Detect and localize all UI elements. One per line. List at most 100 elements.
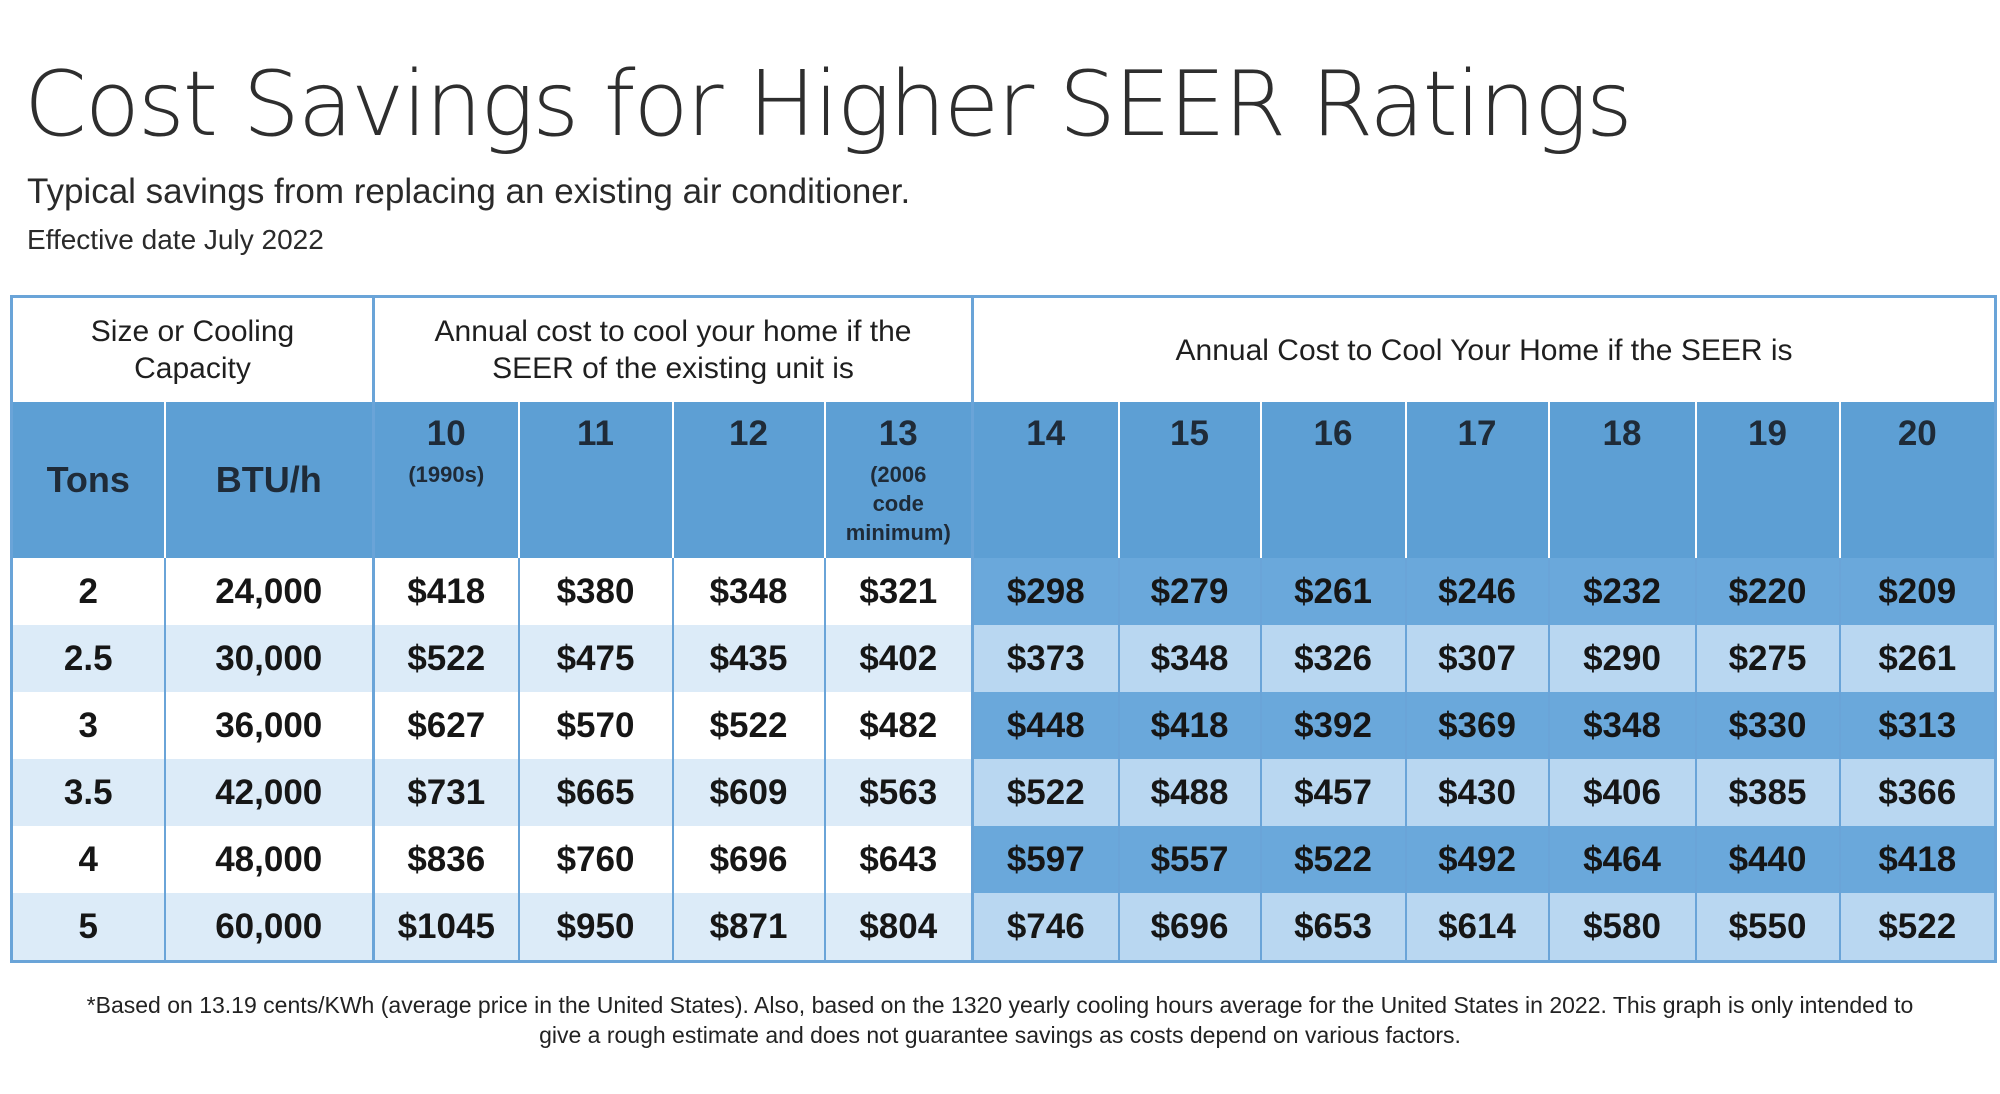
- seer-header-9: 19: [1694, 402, 1840, 558]
- seer-value: 15: [1170, 414, 1209, 453]
- cost-cell: $836: [372, 826, 519, 893]
- cost-cell: $279: [1117, 558, 1261, 625]
- cost-cell: $760: [517, 826, 673, 893]
- seer-note: (1990s): [408, 462, 485, 487]
- cost-cell: $232: [1547, 558, 1696, 625]
- btu-cell: 42,000: [163, 759, 374, 826]
- new-group-header: Annual Cost to Cool Your Home if the SEE…: [970, 296, 1996, 402]
- cost-cell: $275: [1694, 625, 1840, 692]
- seer-header-content: 13 (2006 code minimum): [826, 414, 972, 547]
- btu-header: BTU/h: [163, 402, 374, 558]
- btu-cell: 48,000: [163, 826, 374, 893]
- cost-cell: $653: [1259, 893, 1406, 962]
- cost-cell: $580: [1547, 893, 1696, 962]
- effective-date: Effective date July 2022: [27, 224, 324, 255]
- cost-cell: $696: [1117, 893, 1261, 962]
- seer-header-6: 16: [1259, 402, 1406, 558]
- cost-cell: $406: [1547, 759, 1696, 826]
- cost-cell: $522: [372, 625, 519, 692]
- cost-cell: $209: [1838, 558, 1996, 625]
- cost-cell: $643: [823, 826, 973, 893]
- seer-header-10: 20: [1838, 402, 1996, 558]
- cost-cell: $731: [372, 759, 519, 826]
- seer-value: 16: [1313, 414, 1353, 453]
- btu-cell: 30,000: [163, 625, 374, 692]
- seer-header-1: 11: [517, 402, 673, 558]
- seer-header-content: 20: [1841, 414, 1995, 460]
- cost-cell: $321: [823, 558, 973, 625]
- cost-cell: $348: [1117, 625, 1261, 692]
- cost-cell: $563: [823, 759, 973, 826]
- seer-value: 17: [1457, 414, 1497, 453]
- cost-cell: $448: [971, 692, 1119, 759]
- tons-cell: 4: [11, 826, 165, 893]
- cost-cell: $522: [1259, 826, 1406, 893]
- seer-value: 10: [426, 414, 466, 453]
- seer-header-content: 18: [1550, 414, 1695, 460]
- cost-cell: $246: [1404, 558, 1549, 625]
- cost-cell: $871: [671, 893, 825, 962]
- existing-group-label: Annual cost to cool your home if the SEE…: [434, 315, 912, 385]
- existing-group-header: Annual cost to cool your home if the SEE…: [372, 296, 973, 402]
- seer-header-3: 13 (2006 code minimum): [823, 402, 973, 558]
- seer-value: 11: [577, 414, 614, 453]
- size-group-label: Size or Cooling Capacity: [90, 315, 295, 385]
- page-subtitle: Typical savings from replacing an existi…: [27, 172, 911, 211]
- seer-note: (2006 code minimum): [845, 462, 951, 545]
- cost-cell: $492: [1404, 826, 1549, 893]
- seer-header-8: 18: [1547, 402, 1696, 558]
- table-row: 4 48,000 $836 $760 $696 $643 $597 $557 $522 $492 $…: [11, 826, 1996, 893]
- cost-cell: $313: [1838, 692, 1996, 759]
- cost-cell: $326: [1259, 625, 1406, 692]
- cost-cell: $614: [1404, 893, 1549, 962]
- footnote: *Based on 13.19 cents/KWh (average price…: [0, 990, 2000, 1050]
- cost-cell: $418: [372, 558, 519, 625]
- cost-cell: $402: [823, 625, 973, 692]
- table-row: 3 36,000 $627 $570 $522 $482 $448 $418 $392 $369 $…: [11, 692, 1996, 759]
- seer-header-content: 17: [1407, 414, 1548, 460]
- cost-cell: $380: [517, 558, 673, 625]
- seer-value: 12: [729, 414, 768, 453]
- btu-cell: 24,000: [163, 558, 374, 625]
- tons-header: Tons: [11, 402, 165, 558]
- footnote-line-2: give a rough estimate and does not guara…: [539, 1022, 1461, 1048]
- cost-cell: $522: [671, 692, 825, 759]
- table-row: 3.5 42,000 $731 $665 $609 $563 $522 $488 $457 $43…: [11, 759, 1996, 826]
- cost-cell: $430: [1404, 759, 1549, 826]
- cost-cell: $348: [671, 558, 825, 625]
- table-row: 2 24,000 $418 $380 $348 $321 $298 $279 $261 $246 $…: [11, 558, 1996, 625]
- tons-cell: 3: [11, 692, 165, 759]
- cost-cell: $440: [1694, 826, 1840, 893]
- cost-cell: $746: [971, 893, 1119, 962]
- size-group-header: Size or Cooling Capacity: [11, 296, 374, 402]
- cost-cell: $1045: [372, 893, 519, 962]
- cost-cell: $435: [671, 625, 825, 692]
- column-header-row: Tons BTU/h 10 (1990s) 11 12 13 (2006 code min…: [11, 402, 1996, 558]
- new-group-label: Annual Cost to Cool Your Home if the SEE…: [1175, 333, 1793, 367]
- seer-header-5: 15: [1117, 402, 1261, 558]
- tons-cell: 3.5: [11, 759, 165, 826]
- page-title: Cost Savings for Higher SEER Ratings: [24, 52, 1633, 157]
- table-row: 2.5 30,000 $522 $475 $435 $402 $373 $348 $326 $30…: [11, 625, 1996, 692]
- btu-cell: 36,000: [163, 692, 374, 759]
- seer-cost-table: Size or Cooling Capacity Annual cost to …: [10, 295, 1998, 963]
- cost-cell: $950: [517, 893, 673, 962]
- group-header-row: Size or Cooling Capacity Annual cost to …: [11, 296, 1996, 402]
- seer-value: 19: [1748, 414, 1787, 453]
- cost-cell: $220: [1694, 558, 1840, 625]
- table-row: 5 60,000 $1045 $950 $871 $804 $746 $696 $653 $614…: [11, 893, 1996, 962]
- cost-cell: $597: [971, 826, 1119, 893]
- cost-cell: $366: [1838, 759, 1996, 826]
- cost-cell: $522: [1838, 893, 1996, 962]
- cost-cell: $488: [1117, 759, 1261, 826]
- cost-cell: $475: [517, 625, 673, 692]
- cost-cell: $550: [1694, 893, 1840, 962]
- seer-value: 14: [1026, 414, 1066, 453]
- tons-cell: 2.5: [11, 625, 165, 692]
- seer-header-content: 12: [674, 414, 824, 460]
- cost-cell: $665: [517, 759, 673, 826]
- seer-header-content: 15: [1120, 414, 1260, 460]
- cost-cell: $464: [1547, 826, 1696, 893]
- cost-cell: $609: [671, 759, 825, 826]
- cost-cell: $385: [1694, 759, 1840, 826]
